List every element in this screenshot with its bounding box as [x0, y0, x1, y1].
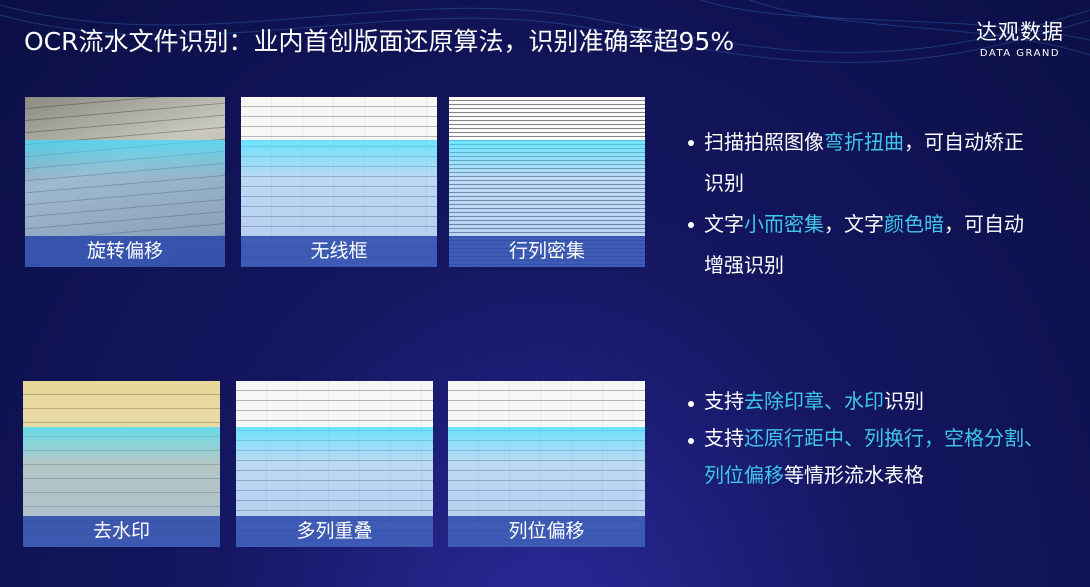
logo-en: DATA GRAND: [979, 48, 1061, 59]
bullet-item: 文字小而密集，文字颜色暗，可自动增强识别: [688, 204, 1033, 286]
wave-decoration: [0, 0, 1090, 63]
card-column-offset: 列位偏移: [448, 381, 645, 547]
logo: 达观数据 DATA GRAND: [976, 16, 1064, 59]
bullet-item: 支持去除印章、水印识别: [688, 383, 1058, 420]
bullets-bottom: 支持去除印章、水印识别 支持还原行距中、列换行，空格分割、列位偏移等情形流水表格: [688, 383, 1058, 494]
bullet-item: 支持还原行距中、列换行，空格分割、列位偏移等情形流水表格: [688, 420, 1058, 494]
page-title: OCR流水文件识别：业内首创版面还原算法，识别准确率超95%: [24, 27, 735, 56]
bullet-item: 扫描拍照图像弯折扭曲，可自动矫正识别: [688, 122, 1033, 204]
card-watermark: 去水印: [23, 381, 220, 547]
card-caption: 去水印: [23, 516, 220, 547]
card-no-border: 无线框: [241, 97, 437, 267]
bullets-top: 扫描拍照图像弯折扭曲，可自动矫正识别 文字小而密集，文字颜色暗，可自动增强识别: [688, 122, 1033, 286]
card-rotation: 旋转偏移: [25, 97, 225, 267]
card-caption: 列位偏移: [448, 516, 645, 547]
card-overlap: 多列重叠: [236, 381, 433, 547]
card-caption: 旋转偏移: [25, 236, 225, 267]
logo-cn: 达观数据: [976, 20, 1064, 44]
card-caption: 多列重叠: [236, 516, 433, 547]
card-caption: 行列密集: [449, 236, 645, 267]
card-dense: 行列密集: [449, 97, 645, 267]
card-caption: 无线框: [241, 236, 437, 267]
